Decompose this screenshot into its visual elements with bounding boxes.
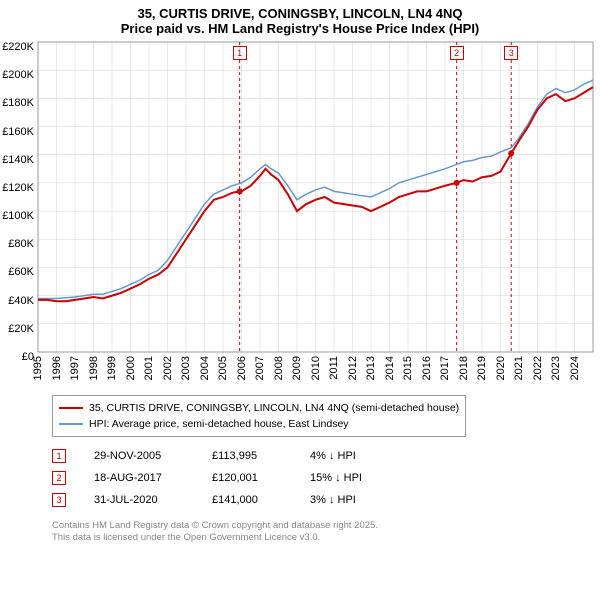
marker-flag-2: 2 bbox=[450, 46, 464, 60]
footer-text: Contains HM Land Registry data © Crown c… bbox=[52, 520, 378, 544]
x-tick: 2017 bbox=[439, 356, 451, 380]
x-tick: 2020 bbox=[495, 356, 507, 380]
marker-flag-1: 1 bbox=[233, 46, 247, 60]
x-tick: 2005 bbox=[217, 356, 229, 380]
x-tick: 2009 bbox=[291, 356, 303, 380]
sales-marker-icon: 2 bbox=[52, 471, 66, 485]
legend-row: HPI: Average price, semi-detached house,… bbox=[59, 416, 459, 432]
x-tick: 2001 bbox=[143, 356, 155, 380]
x-tick: 1998 bbox=[88, 356, 100, 380]
legend-box: 35, CURTIS DRIVE, CONINGSBY, LINCOLN, LN… bbox=[52, 395, 466, 437]
sales-date: 18-AUG-2017 bbox=[94, 472, 184, 484]
x-tick: 1995 bbox=[32, 356, 44, 380]
x-tick: 2015 bbox=[402, 356, 414, 380]
sales-hpi: 3% ↓ HPI bbox=[310, 494, 420, 506]
x-axis: 1995 1996 1997 1998 1999 2000 2001 2002 2003 2004… bbox=[0, 356, 600, 396]
x-tick: 2006 bbox=[236, 356, 248, 380]
sales-row: 3 31-JUL-2020 £141,000 3% ↓ HPI bbox=[52, 489, 420, 511]
sales-price: £113,995 bbox=[212, 450, 282, 462]
x-tick: 2004 bbox=[199, 356, 211, 380]
legend-label: HPI: Average price, semi-detached house,… bbox=[89, 416, 349, 432]
sales-marker-icon: 3 bbox=[52, 493, 66, 507]
sales-marker-icon: 1 bbox=[52, 449, 66, 463]
chart-container: 35, CURTIS DRIVE, CONINGSBY, LINCOLN, LN… bbox=[0, 0, 600, 590]
footer-line-2: This data is licensed under the Open Gov… bbox=[52, 532, 378, 544]
x-tick: 2010 bbox=[310, 356, 322, 380]
x-tick: 2011 bbox=[328, 356, 340, 380]
sales-row: 2 18-AUG-2017 £120,001 15% ↓ HPI bbox=[52, 467, 420, 489]
x-tick: 2022 bbox=[532, 356, 544, 380]
legend-swatch bbox=[59, 407, 83, 410]
sales-hpi: 15% ↓ HPI bbox=[310, 472, 420, 484]
x-tick: 2008 bbox=[273, 356, 285, 380]
footer-line-1: Contains HM Land Registry data © Crown c… bbox=[52, 520, 378, 532]
sales-row: 1 29-NOV-2005 £113,995 4% ↓ HPI bbox=[52, 445, 420, 467]
x-tick: 2000 bbox=[125, 356, 137, 380]
legend-label: 35, CURTIS DRIVE, CONINGSBY, LINCOLN, LN… bbox=[89, 400, 459, 416]
sales-price: £141,000 bbox=[212, 494, 282, 506]
sales-table: 1 29-NOV-2005 £113,995 4% ↓ HPI 2 18-AUG-2017… bbox=[52, 445, 420, 511]
legend-row: 35, CURTIS DRIVE, CONINGSBY, LINCOLN, LN… bbox=[59, 400, 459, 416]
sales-date: 31-JUL-2020 bbox=[94, 494, 184, 506]
sales-price: £120,001 bbox=[212, 472, 282, 484]
x-tick: 2021 bbox=[513, 356, 525, 380]
x-tick: 2013 bbox=[365, 356, 377, 380]
sales-hpi: 4% ↓ HPI bbox=[310, 450, 420, 462]
x-tick: 1996 bbox=[51, 356, 63, 380]
x-tick: 2024 bbox=[569, 356, 581, 380]
x-tick: 2014 bbox=[384, 356, 396, 380]
x-tick: 2023 bbox=[550, 356, 562, 380]
x-tick: 2018 bbox=[458, 356, 470, 380]
x-tick: 2003 bbox=[180, 356, 192, 380]
x-tick: 1997 bbox=[69, 356, 81, 380]
x-tick: 2019 bbox=[476, 356, 488, 380]
x-tick: 2016 bbox=[421, 356, 433, 380]
x-tick: 2012 bbox=[347, 356, 359, 380]
x-tick: 2002 bbox=[162, 356, 174, 380]
x-tick: 1999 bbox=[106, 356, 118, 380]
sales-date: 29-NOV-2005 bbox=[94, 450, 184, 462]
x-tick: 2007 bbox=[254, 356, 266, 380]
marker-flag-3: 3 bbox=[504, 46, 518, 60]
legend-swatch bbox=[59, 423, 83, 425]
